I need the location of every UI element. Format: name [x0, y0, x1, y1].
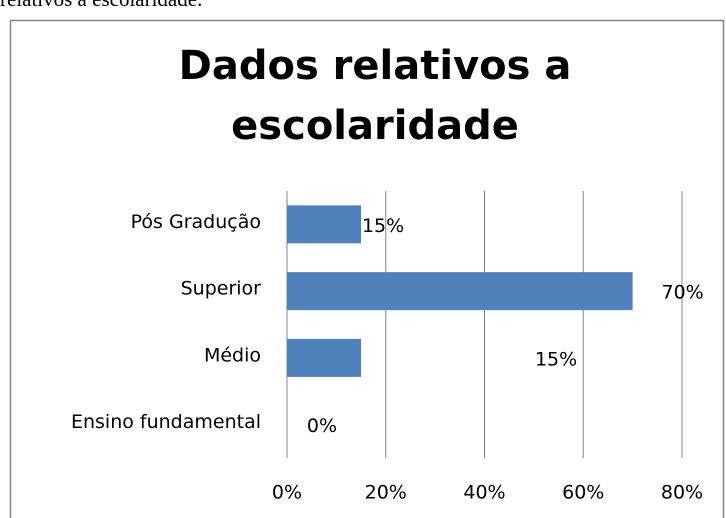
y-tick-label: Pós Gradução	[131, 211, 261, 233]
y-tick-label: Ensino fundamental	[71, 411, 261, 433]
x-tick-label: 20%	[365, 482, 407, 504]
x-tick-label: 0%	[272, 482, 302, 504]
x-tick-label: 60%	[562, 482, 604, 504]
data-label: 0%	[307, 415, 337, 437]
data-label: 15%	[362, 215, 404, 237]
bar	[287, 272, 633, 311]
bar	[287, 205, 362, 244]
data-label: 15%	[535, 348, 577, 370]
x-tick-label: 40%	[463, 482, 505, 504]
x-tick-label: 80%	[661, 482, 703, 504]
caption: relativos a escolaridade.	[0, 0, 202, 12]
y-tick-label: Superior	[181, 278, 262, 300]
chart-title: Dados relativos a escolaridade	[178, 43, 572, 149]
bar	[287, 338, 362, 377]
chart-border	[9, 19, 725, 518]
data-label: 70%	[662, 282, 704, 304]
y-tick-label: Médio	[204, 344, 261, 366]
